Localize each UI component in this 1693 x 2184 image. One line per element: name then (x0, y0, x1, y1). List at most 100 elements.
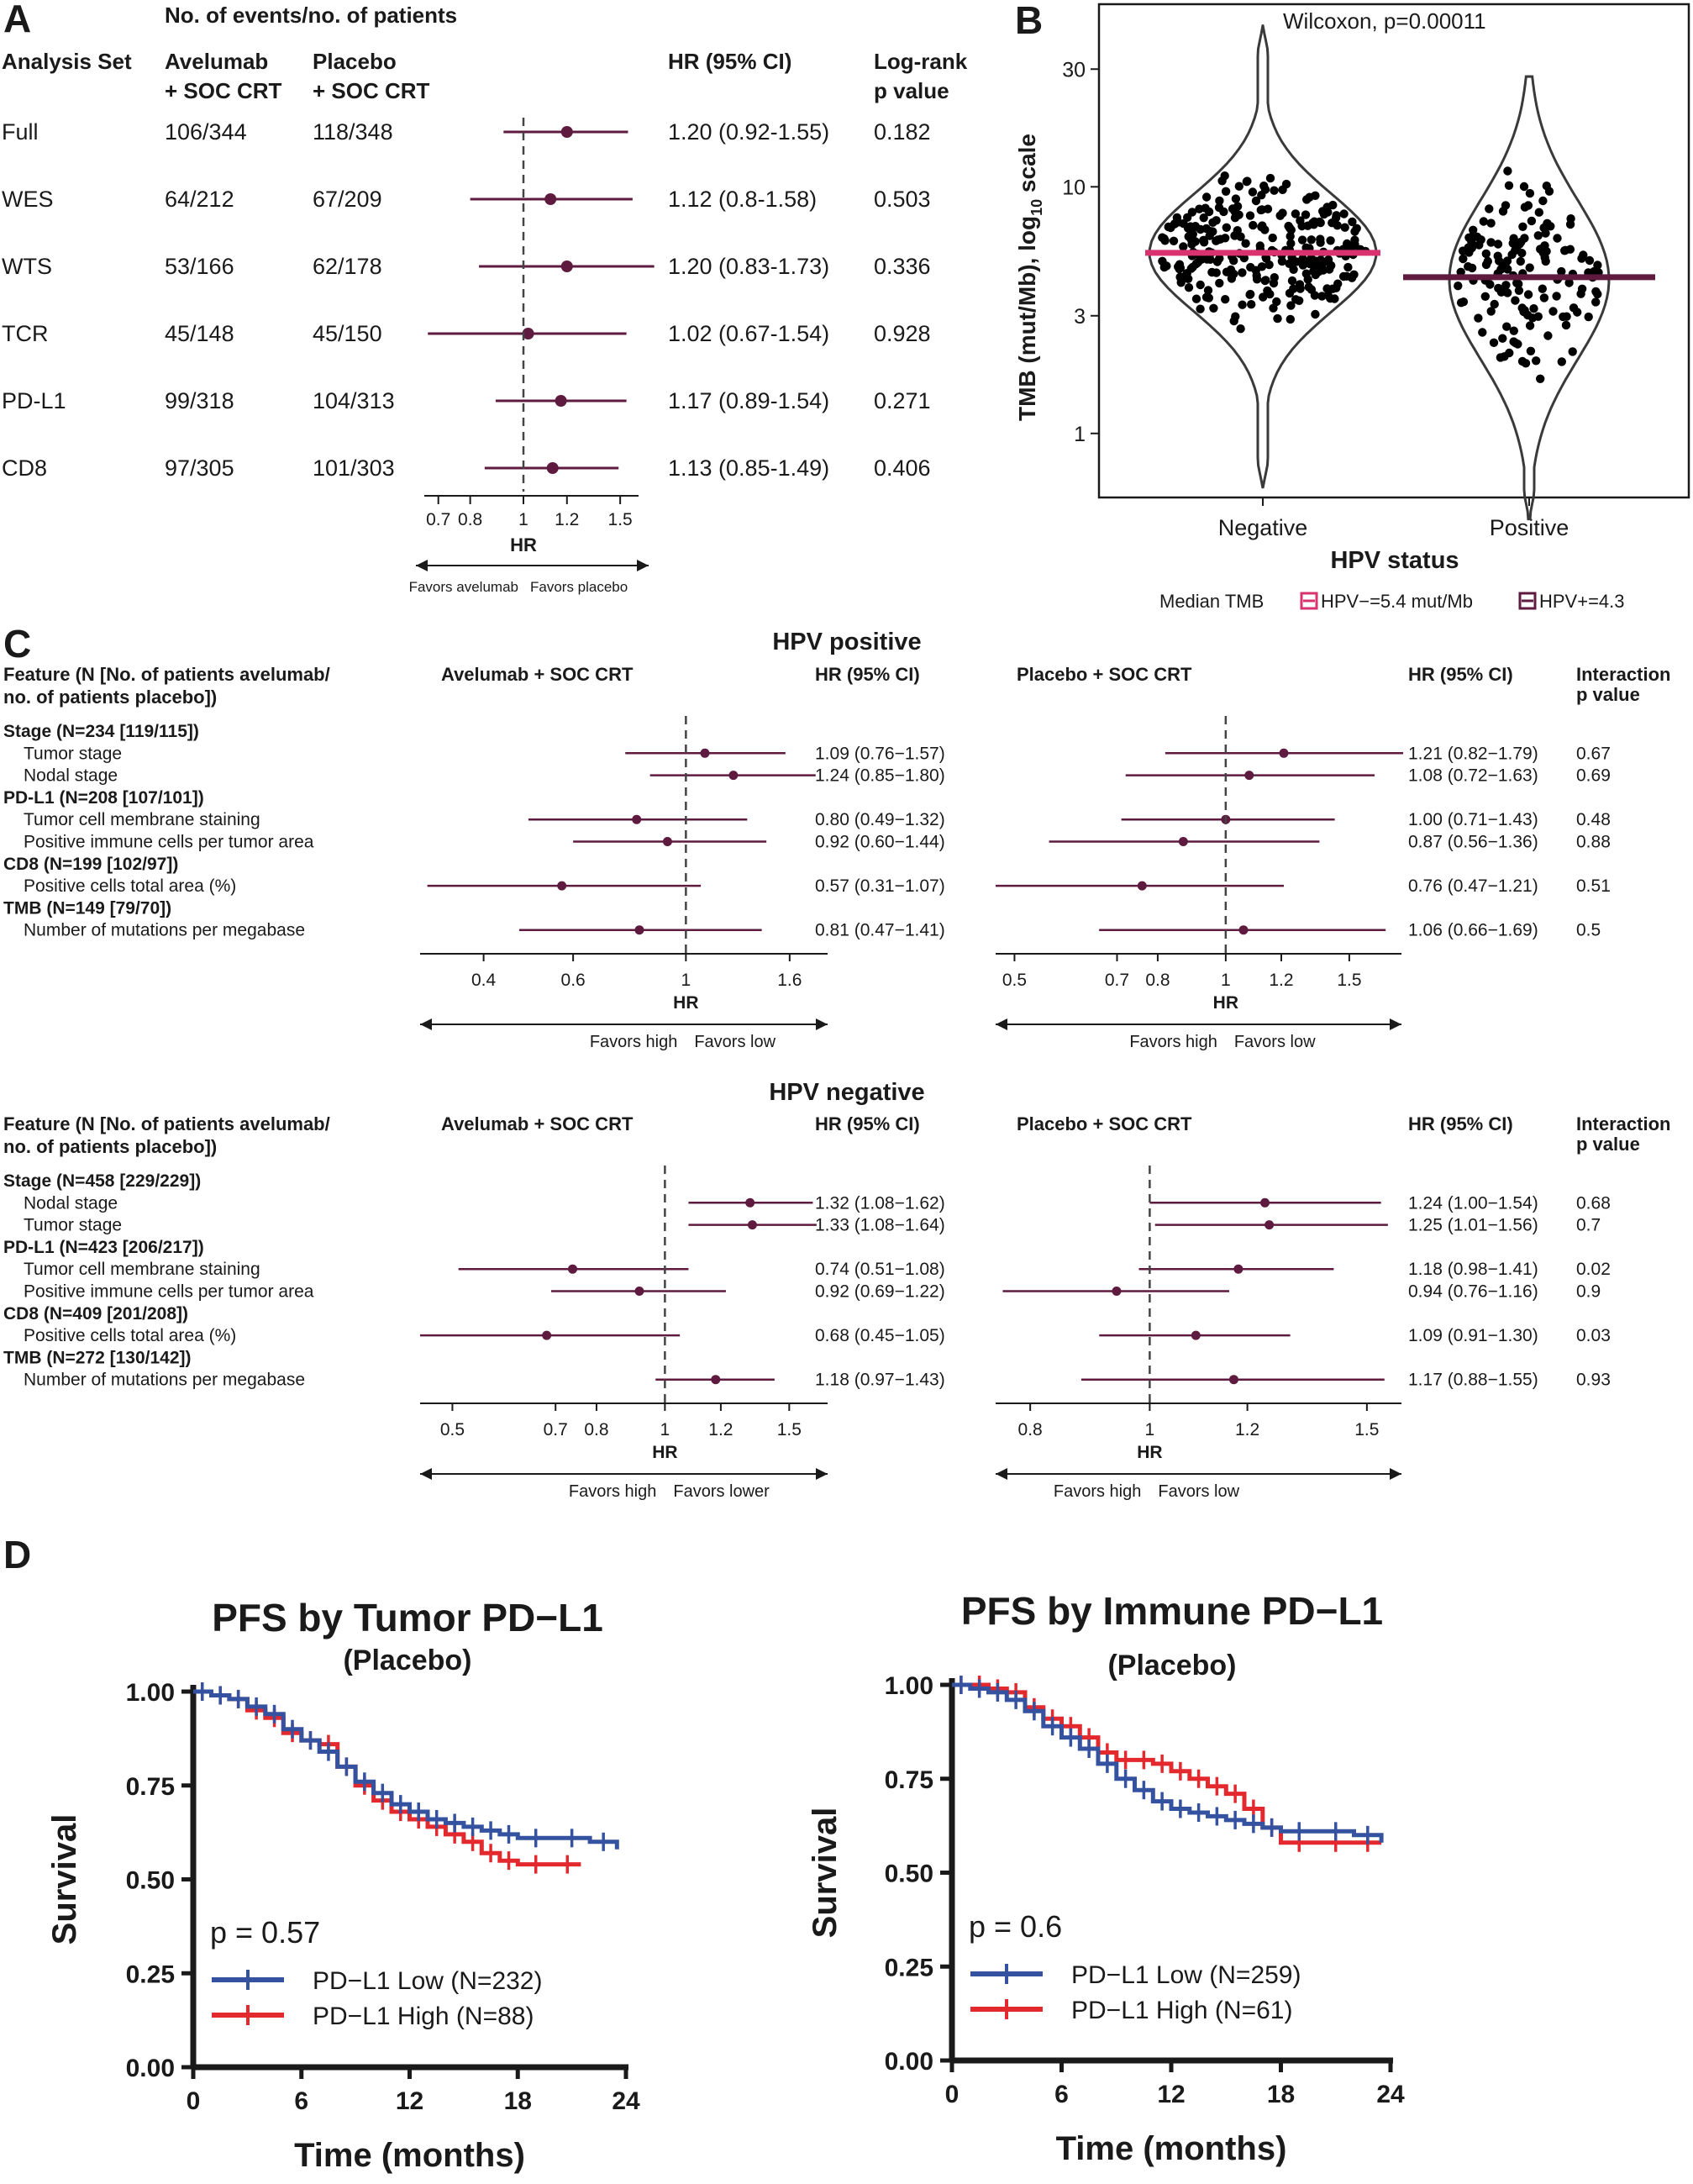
b-data-point (1557, 357, 1567, 366)
b-data-point (1201, 192, 1212, 202)
b-data-point (1249, 220, 1258, 230)
b-data-point (1541, 256, 1550, 266)
c-point-placebo (1279, 748, 1289, 758)
header-hr: HR (95% CI) (668, 49, 791, 74)
c-interaction-p: 0.5 (1576, 921, 1601, 940)
b-data-point (1514, 286, 1524, 295)
c-header-placebo: Placebo + SOC CRT (1017, 664, 1192, 685)
c-hr-text-placebo: 1.08 (0.72−1.63) (1408, 766, 1538, 786)
d-x-tick-label: 12 (396, 2087, 423, 2115)
b-data-point (1333, 221, 1342, 230)
c-x-tick-label-placebo: 1 (1221, 971, 1231, 990)
b-data-point (1297, 221, 1307, 231)
d-pvalue: p = 0.6 (969, 1909, 1062, 1944)
c-xlabel-avelumab: HR (673, 993, 698, 1013)
b-legend-title: Median TMB (1159, 591, 1264, 612)
b-data-point (1512, 278, 1522, 287)
a-set-label: WTS (2, 254, 52, 279)
b-data-point (1309, 220, 1318, 229)
c-x-tick-label-placebo: 0.5 (1002, 971, 1027, 990)
c-hr-text-avelumab: 1.33 (1.08−1.64) (815, 1216, 945, 1235)
c-interaction-p: 0.03 (1576, 1326, 1611, 1345)
c-hr-text-avelumab: 0.68 (0.45−1.05) (815, 1326, 945, 1345)
header-analysis-set: Analysis Set (2, 49, 132, 74)
b-data-point (1502, 256, 1512, 266)
b-data-point (1278, 208, 1287, 218)
b-x-tick-label: Negative (1218, 515, 1308, 540)
b-data-point (1546, 222, 1555, 231)
d-y-tick-label: 0.50 (885, 1860, 933, 1888)
c-point-avelumab (634, 925, 644, 935)
c-x-tick-label-avelumab: 0.4 (471, 971, 497, 990)
hpv-negative-title: HPV negative (769, 1079, 924, 1106)
b-data-point (1529, 304, 1538, 313)
b-data-point (1479, 217, 1489, 226)
c-header-interaction: p value (1576, 684, 1640, 705)
b-legend-key-neg (1300, 592, 1318, 610)
b-data-point (1316, 255, 1326, 265)
b-ylabel-tail: scale (1014, 134, 1040, 199)
b-data-point (1493, 239, 1503, 249)
c-row-label: Tumor stage (24, 1216, 122, 1235)
c-point-avelumab (542, 1330, 552, 1340)
c-row-label: Tumor stage (24, 744, 122, 763)
b-data-point (1533, 231, 1543, 240)
a-hr-text: 1.12 (0.8-1.58) (668, 187, 817, 212)
a-pvalue: 0.271 (874, 388, 931, 413)
a-left-note: Favors avelumab (409, 579, 518, 595)
c-point-avelumab (728, 771, 739, 781)
b-data-point (1526, 346, 1536, 355)
b-data-point (1212, 216, 1221, 225)
a-set-label: Full (2, 119, 39, 145)
d-ylabel-group: Survival (807, 1808, 844, 1939)
a-placebo-count: 118/348 (313, 119, 393, 145)
c-right-note-avelumab: Favors lower (673, 1482, 770, 1501)
c-interaction-p: 0.51 (1576, 876, 1611, 896)
b-data-point (1543, 331, 1553, 340)
b-data-point (1527, 216, 1537, 226)
c-x-tick-label-placebo: 0.7 (1105, 971, 1129, 990)
b-data-point (1243, 176, 1252, 186)
b-data-point (1504, 181, 1514, 190)
b-data-point (1349, 270, 1359, 279)
c-hr-text-placebo: 0.87 (0.56−1.36) (1408, 833, 1538, 852)
b-data-point (1217, 176, 1227, 186)
d-y-tick-label: 1.00 (126, 1679, 175, 1707)
c-group-header: TMB (N=149 [79/70]) (3, 898, 171, 918)
b-data-point (1231, 312, 1240, 321)
b-data-point (1187, 239, 1196, 249)
wilcoxon-annotation: Wilcoxon, p=0.00011 (1283, 8, 1486, 34)
b-data-point (1498, 334, 1507, 343)
b-data-point (1350, 239, 1359, 250)
b-data-point (1278, 185, 1287, 194)
b-data-point (1542, 182, 1552, 191)
c-interaction-p: 0.93 (1576, 1371, 1611, 1390)
c-hr-text-avelumab: 0.80 (0.49−1.32) (815, 810, 945, 829)
b-data-point (1248, 187, 1258, 197)
header-placebo-2: + SOC CRT (313, 78, 430, 103)
a-set-label: CD8 (2, 455, 47, 481)
b-data-point (1525, 263, 1534, 272)
a-pvalue: 0.928 (874, 321, 931, 346)
c-interaction-p: 0.48 (1576, 810, 1611, 829)
b-data-point (1467, 263, 1477, 273)
c-left-note-placebo: Favors high (1129, 1033, 1217, 1051)
b-data-point (1585, 255, 1595, 266)
d-x-tick-label: 6 (294, 2087, 308, 2115)
d-subtitle: (Placebo) (343, 1645, 471, 1676)
c-xlabel-placebo: HR (1137, 1443, 1162, 1462)
c-point-avelumab (745, 1197, 755, 1208)
b-data-point (1199, 213, 1208, 223)
c-interaction-p: 0.9 (1576, 1282, 1601, 1302)
dynamic-layer: Full 106/344 118/348 1.20 (0.92-1.55) 0.182 W… (2, 3, 1690, 2174)
b-data-point (1486, 307, 1496, 316)
c-row-label: Tumor cell membrane staining (24, 810, 260, 829)
b-data-point (1326, 236, 1335, 245)
b-xlabel: HPV status (1330, 547, 1459, 574)
d-legend-label-low: PD−L1 Low (N=232) (313, 1967, 543, 1995)
b-data-point (1265, 289, 1275, 299)
b-data-point (1505, 348, 1514, 358)
c-header-hr: HR (95% CI) (1408, 664, 1513, 685)
b-data-point (1559, 312, 1568, 322)
c-hr-text-avelumab: 1.09 (0.76−1.57) (815, 744, 945, 763)
